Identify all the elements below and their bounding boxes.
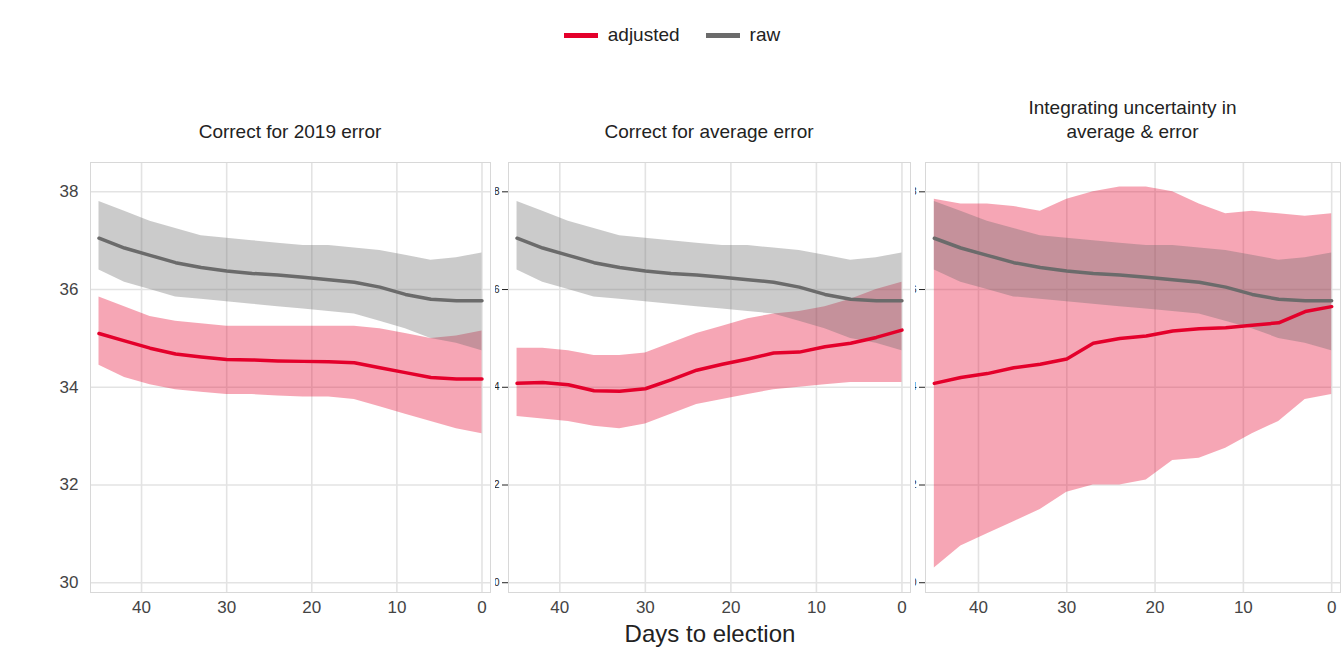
html-text:adjusted: adjusted (607, 24, 680, 45)
svg-text:34: 34 (495, 381, 500, 392)
svg-text:38: 38 (915, 186, 917, 197)
svg-text:30: 30 (636, 598, 655, 617)
svg-text:20: 20 (302, 598, 321, 617)
svg-text:36: 36 (915, 284, 917, 295)
svg-text:20: 20 (1146, 598, 1165, 617)
html-text:Days to election: Days to election (624, 620, 796, 647)
svg-text:30: 30 (1057, 598, 1076, 617)
svg-text:0: 0 (477, 598, 486, 617)
svg-text:38: 38 (495, 186, 500, 197)
svg-text:32: 32 (60, 475, 79, 494)
svg-text:38: 38 (60, 182, 79, 201)
svg-text:20: 20 (721, 598, 740, 617)
html-text:Correct for average error: Correct for average error (604, 121, 814, 142)
svg-text:10: 10 (807, 598, 826, 617)
svg-text:0: 0 (897, 598, 906, 617)
svg-text:36: 36 (60, 280, 79, 299)
svg-text:34: 34 (915, 381, 917, 392)
svg-text:10: 10 (1234, 598, 1253, 617)
svg-text:34: 34 (60, 378, 79, 397)
svg-text:36: 36 (495, 284, 500, 295)
svg-text:0: 0 (1327, 598, 1336, 617)
svg-text:40: 40 (969, 598, 988, 617)
svg-text:40: 40 (132, 598, 151, 617)
html-text:Correct for 2019 error: Correct for 2019 error (198, 121, 382, 142)
svg-text:30: 30 (60, 573, 79, 592)
svg-text:32: 32 (915, 479, 917, 490)
svg-text:30: 30 (217, 598, 236, 617)
html-text:Integrating uncertainty in ave: Integrating uncertainty in average & err… (1028, 97, 1237, 142)
svg-text:40: 40 (550, 598, 569, 617)
svg-text:10: 10 (387, 598, 406, 617)
svg-text:30: 30 (495, 577, 500, 588)
svg-text:30: 30 (915, 577, 917, 588)
html-text:raw: raw (749, 24, 781, 45)
svg-text:32: 32 (495, 479, 500, 490)
